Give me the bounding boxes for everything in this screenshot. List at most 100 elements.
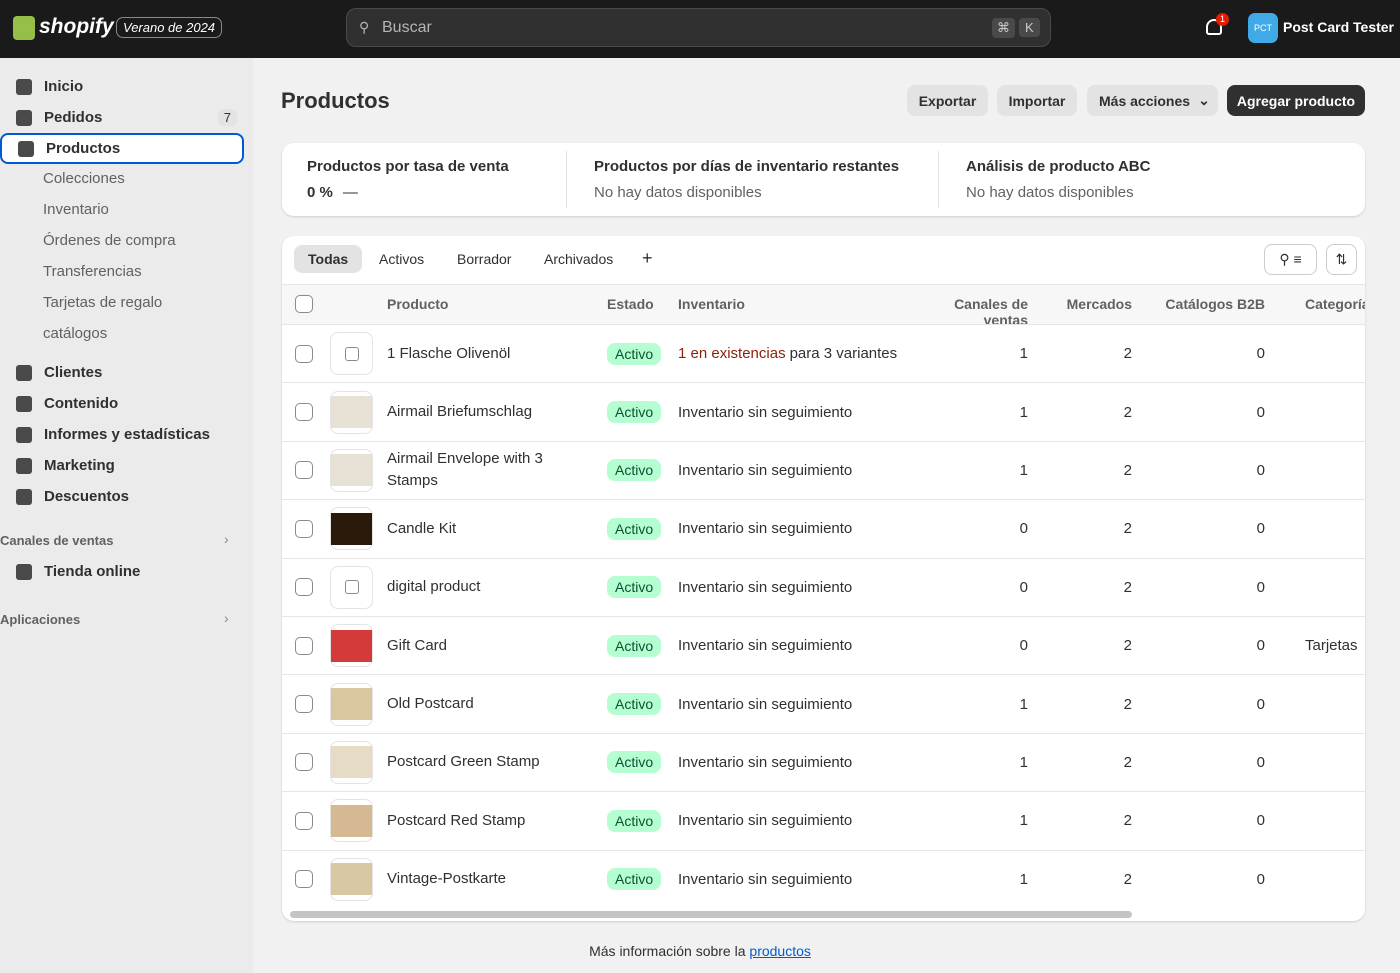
checkbox[interactable]: [295, 753, 313, 772]
checkbox[interactable]: [295, 695, 313, 714]
product-name[interactable]: Airmail Envelope with 3 Stamps: [387, 450, 543, 490]
scrollbar[interactable]: [290, 911, 1132, 918]
store-name[interactable]: Post Card Tester: [1283, 19, 1394, 35]
checkbox[interactable]: [295, 519, 313, 538]
product-name[interactable]: Gift Card: [387, 636, 448, 654]
table-row[interactable]: Old Postcard Activo Inventario sin seguimi…: [282, 674, 1365, 732]
tab[interactable]: Activos: [379, 251, 425, 267]
metric-extra: —: [342, 184, 358, 201]
primary-button[interactable]: Agregar producto: [1227, 85, 1365, 116]
sort-button[interactable]: ⇅: [1326, 244, 1357, 275]
cell: Activo: [607, 734, 662, 791]
nav-item[interactable]: Tienda online: [0, 556, 253, 587]
metric-title: Análisis de producto ABC: [966, 158, 1151, 175]
add-tab[interactable]: +: [642, 248, 653, 268]
thumbnail-image: [331, 746, 372, 779]
tab[interactable]: Todas: [294, 245, 363, 273]
metric: Productos por días de inventario restant…: [594, 158, 899, 201]
checkbox[interactable]: [295, 461, 313, 480]
markets: 2: [1123, 753, 1132, 771]
nav-item[interactable]: Colecciones: [0, 163, 253, 194]
column-header: Mercados: [1066, 296, 1132, 312]
table-row[interactable]: digital product Activo Inventario sin segu…: [282, 557, 1365, 616]
nav-item[interactable]: Transferencias: [0, 256, 253, 287]
cell: Activo: [607, 792, 662, 849]
section-title[interactable]: Canales de ventas: [0, 533, 114, 548]
footer-link[interactable]: productos: [749, 943, 811, 959]
avatar[interactable]: PCT: [1248, 13, 1278, 43]
table-row[interactable]: Postcard Green Stamp Activo Inventario sin…: [282, 732, 1365, 791]
cell: Activo: [607, 442, 662, 499]
nav-label: Marketing: [44, 457, 115, 474]
nav-item[interactable]: Pedidos 7: [0, 102, 253, 133]
button[interactable]: Importar: [997, 85, 1077, 116]
logo[interactable]: shopify: [39, 15, 114, 38]
bell[interactable]: [1206, 19, 1222, 35]
checkbox[interactable]: [295, 870, 313, 889]
column-header[interactable]: Producto: [387, 296, 449, 312]
cell: Activo: [607, 383, 662, 440]
product-name[interactable]: Vintage-Postkarte: [387, 870, 506, 888]
table-row[interactable]: 1 Flasche Olivenöl Activo 1 en existencias…: [282, 324, 1365, 382]
tab[interactable]: Borrador: [457, 251, 512, 267]
checkbox[interactable]: [295, 344, 313, 363]
nav-label: Descuentos: [44, 488, 130, 505]
nav-item[interactable]: Informes y estadísticas: [0, 419, 253, 450]
nav-item[interactable]: Contenido: [0, 388, 253, 419]
table-row[interactable]: Candle Kit Activo Inventario sin seguimien…: [282, 499, 1365, 557]
cell: 2: [1032, 734, 1132, 791]
table-row[interactable]: Gift Card Activo Inventario sin seguimient…: [282, 616, 1365, 674]
kbd: ⌘: [992, 18, 1015, 38]
checkbox[interactable]: [295, 811, 313, 830]
checkbox[interactable]: [295, 636, 313, 655]
nav-label: catálogos: [43, 325, 108, 342]
inventory: Inventario sin seguimiento: [678, 461, 853, 479]
section-title[interactable]: Aplicaciones: [0, 612, 81, 627]
cell: [295, 559, 313, 616]
nav-item[interactable]: Productos: [0, 133, 244, 164]
checkbox[interactable]: [295, 403, 313, 422]
nav-item[interactable]: Tarjetas de regalo: [0, 287, 253, 318]
product-name[interactable]: 1 Flasche Olivenöl: [387, 344, 511, 362]
search-filter-button[interactable]: ⚲ ≡: [1264, 244, 1317, 275]
cell: Airmail Envelope with 3 Stamps: [387, 442, 577, 499]
product-name[interactable]: Airmail Briefumschlag: [387, 403, 533, 421]
product-name[interactable]: Postcard Green Stamp: [387, 753, 540, 771]
cell: [330, 617, 373, 674]
nav-item[interactable]: catálogos: [0, 318, 253, 349]
nav-item[interactable]: Marketing: [0, 450, 253, 481]
product-name[interactable]: Candle Kit: [387, 519, 457, 537]
button[interactable]: Exportar: [907, 85, 988, 116]
table-row[interactable]: Postcard Red Stamp Activo Inventario sin s…: [282, 791, 1365, 849]
nav-item[interactable]: Clientes: [0, 357, 253, 388]
tab[interactable]: Archivados: [544, 251, 614, 267]
nav-item[interactable]: Descuentos: [0, 481, 253, 512]
edition[interactable]: Verano de 2024: [116, 17, 223, 38]
inventory-alert: 1 en existencias: [678, 345, 786, 363]
cell: 0: [912, 559, 1028, 616]
metric-value: No hay datos disponibles: [594, 184, 899, 201]
button[interactable]: Más acciones ⌄: [1087, 85, 1218, 116]
table-row[interactable]: Airmail Envelope with 3 Stamps Activo Inve…: [282, 440, 1365, 499]
footer: Más información sobre la productos: [0, 943, 1400, 959]
cell: Inventario sin seguimiento: [678, 792, 852, 849]
checkbox[interactable]: [295, 578, 313, 597]
product-name[interactable]: Old Postcard: [387, 695, 474, 713]
cell: Postcard Red Stamp: [387, 792, 577, 849]
table-row[interactable]: Airmail Briefumschlag Activo Inventario si…: [282, 382, 1365, 440]
thumbnail: [330, 565, 373, 609]
markets: 2: [1123, 870, 1132, 888]
inventory: Inventario sin seguimiento: [678, 637, 853, 655]
column-header: Catálogos B2B: [1165, 296, 1265, 312]
product-name[interactable]: digital product: [387, 578, 481, 596]
nav-item[interactable]: Inventario: [0, 194, 253, 225]
sales-channels: 1: [1019, 753, 1028, 771]
cell: 0: [1162, 617, 1265, 674]
product-name[interactable]: Postcard Red Stamp: [387, 811, 526, 829]
table-row[interactable]: Vintage-Postkarte Activo Inventario sin se…: [282, 849, 1365, 908]
nav-label: Inventario: [43, 201, 109, 218]
cb[interactable]: [295, 295, 313, 313]
search[interactable]: ⚲ Buscar ⌘ K: [346, 8, 1051, 47]
nav-item[interactable]: Órdenes de compra: [0, 225, 253, 256]
nav-item[interactable]: Inicio: [0, 71, 253, 102]
